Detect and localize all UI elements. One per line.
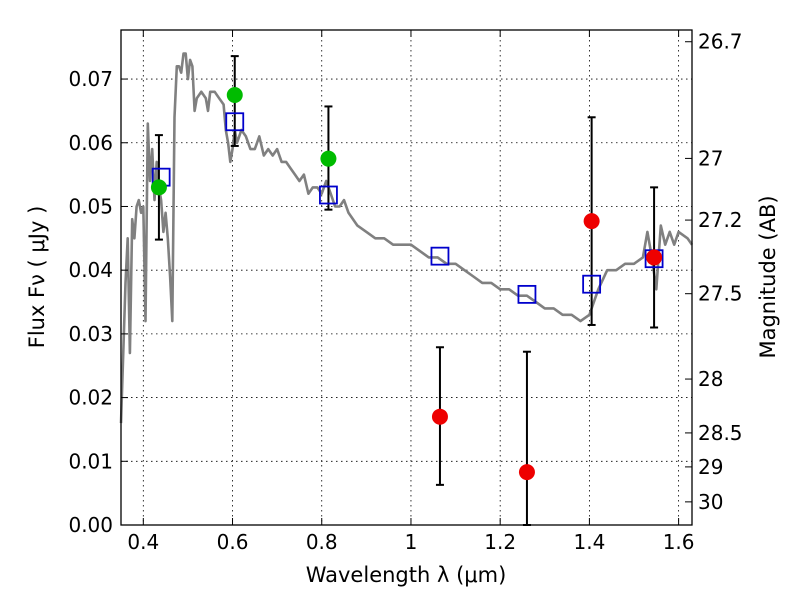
x-tick-label: 1.2 xyxy=(484,530,516,554)
x-tick-label: 0.4 xyxy=(127,530,159,554)
mag-tick-label: 28.5 xyxy=(698,421,743,445)
x-tick-label: 0.6 xyxy=(217,530,249,554)
mag-tick-label: 27 xyxy=(698,146,723,170)
mag-tick-label: 29 xyxy=(698,455,723,479)
y-tick-label: 0.04 xyxy=(68,258,113,282)
axis-ticks: 0.4 0.6 0.8 1 1.2 1.4 1.6 0.00 0.01 0.02 0.03 0.04 0… xyxy=(68,30,742,554)
y-tick-label: 0.01 xyxy=(68,449,113,473)
green-data-point xyxy=(150,179,167,196)
mag-tick-label: 30 xyxy=(698,490,723,514)
plot-frame xyxy=(120,29,693,526)
red-data-point xyxy=(518,464,535,481)
y-tick-label: 0.00 xyxy=(68,513,113,537)
mag-tick-label: 28 xyxy=(698,367,723,391)
grid xyxy=(121,30,692,525)
model-spectrum xyxy=(119,52,694,424)
y-tick-label: 0.05 xyxy=(68,194,113,218)
y-axis-title: Flux Fν ( μJy ) xyxy=(25,206,49,349)
synthetic-square-marker xyxy=(319,185,338,205)
x-axis-title: Wavelength λ (μm) xyxy=(306,563,507,587)
mag-tick-label: 26.7 xyxy=(698,30,743,54)
x-tick-label: 0.8 xyxy=(306,530,338,554)
green-data-point xyxy=(320,150,337,167)
y-tick-label: 0.07 xyxy=(68,67,113,91)
red-data-point xyxy=(646,249,663,266)
synthetic-square-marker xyxy=(582,274,602,294)
y-tick-label: 0.03 xyxy=(68,322,113,346)
red-data-point xyxy=(583,213,600,230)
green-data-point xyxy=(226,86,243,103)
x-tick-label: 1 xyxy=(405,530,418,554)
y-tick-label: 0.06 xyxy=(68,131,113,155)
mag-tick-label: 27.5 xyxy=(698,282,743,306)
synthetic-square-marker xyxy=(517,284,537,304)
data-points xyxy=(150,86,664,481)
x-tick-label: 1.4 xyxy=(573,530,605,554)
model-spectrum-line xyxy=(119,52,694,424)
y-axis-title-right: Magnitude (AB) xyxy=(756,195,780,358)
synthetic-square-marker xyxy=(225,112,245,132)
red-data-point xyxy=(431,408,448,425)
mag-tick-label: 27.2 xyxy=(698,208,743,232)
synthetic-square-marker xyxy=(430,246,450,266)
x-tick-label: 1.6 xyxy=(663,530,695,554)
y-tick-label: 0.02 xyxy=(68,386,113,410)
